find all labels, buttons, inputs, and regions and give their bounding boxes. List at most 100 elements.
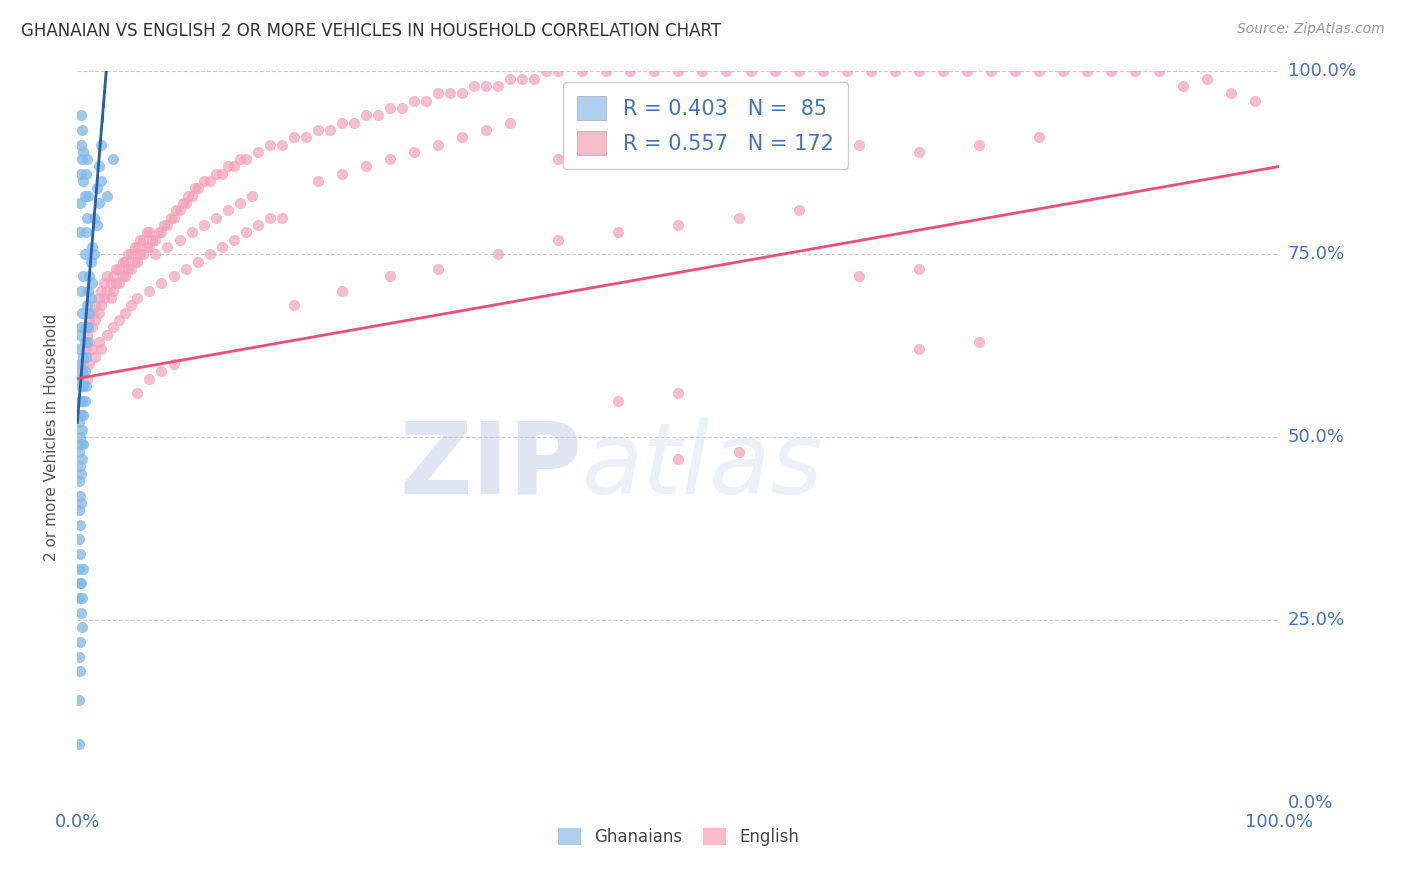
Point [70, 379, 93, 393]
Point [451, 87, 474, 101]
Point [86, 218, 108, 232]
Point [70, 467, 93, 481]
Point [547, 152, 569, 166]
Point [120, 261, 142, 276]
Point [138, 240, 160, 254]
Point [120, 247, 142, 261]
Point [727, 152, 749, 166]
Point [90, 284, 112, 298]
Point [117, 261, 139, 276]
Point [76, 298, 98, 312]
Point [72, 357, 94, 371]
Point [193, 218, 215, 232]
Point [141, 233, 163, 247]
Point [73, 364, 96, 378]
Point [523, 71, 546, 86]
Point [162, 269, 184, 284]
Point [270, 211, 292, 225]
Point [67, 649, 90, 664]
Point [1028, 130, 1050, 145]
Point [69, 430, 91, 444]
Point [235, 152, 257, 166]
Point [668, 64, 690, 78]
Point [108, 313, 131, 327]
Point [643, 64, 665, 78]
Text: ZIP: ZIP [399, 417, 582, 515]
Point [184, 181, 207, 195]
Point [174, 261, 197, 276]
Point [499, 71, 522, 86]
Point [150, 277, 173, 291]
Point [84, 350, 107, 364]
Point [307, 123, 329, 137]
Point [607, 225, 630, 239]
Point [67, 474, 90, 488]
Point [72, 174, 94, 188]
Point [70, 393, 93, 408]
Point [77, 284, 100, 298]
Point [180, 225, 202, 239]
Point [967, 334, 990, 349]
Point [103, 269, 125, 284]
Point [499, 115, 522, 129]
Point [70, 306, 93, 320]
Point [198, 247, 221, 261]
Point [87, 291, 110, 305]
Point [240, 188, 263, 202]
Point [72, 379, 94, 393]
Point [727, 444, 749, 458]
Point [79, 269, 101, 284]
Point [1004, 64, 1026, 78]
Point [510, 71, 533, 86]
Point [70, 137, 93, 152]
Point [607, 393, 630, 408]
Point [93, 277, 115, 291]
Point [83, 211, 105, 225]
Point [571, 64, 593, 78]
Point [80, 240, 103, 254]
Point [96, 327, 118, 342]
Point [127, 386, 149, 401]
Point [186, 254, 209, 268]
Point [1173, 78, 1195, 93]
Point [86, 181, 108, 195]
Point [70, 320, 93, 334]
Point [111, 254, 134, 268]
Point [79, 357, 101, 371]
Point [475, 123, 498, 137]
Point [1076, 64, 1098, 78]
Point [150, 364, 173, 378]
Point [716, 64, 738, 78]
Point [80, 320, 103, 334]
Point [204, 211, 226, 225]
Point [75, 320, 97, 334]
Point [932, 64, 955, 78]
Point [463, 78, 485, 93]
Point [117, 247, 139, 261]
Point [193, 174, 215, 188]
Point [76, 211, 98, 225]
Point [439, 87, 461, 101]
Point [72, 350, 94, 364]
Point [84, 313, 107, 327]
Point [75, 167, 97, 181]
Text: 100.0%: 100.0% [1288, 62, 1355, 80]
Point [222, 160, 245, 174]
Point [127, 240, 149, 254]
Point [283, 298, 305, 312]
Point [80, 277, 103, 291]
Point [72, 562, 94, 576]
Point [103, 284, 125, 298]
Point [90, 343, 112, 357]
Point [787, 64, 810, 78]
Point [70, 364, 93, 378]
Point [100, 277, 122, 291]
Point [427, 261, 450, 276]
Point [908, 145, 931, 159]
Point [259, 211, 281, 225]
Point [330, 167, 353, 181]
Point [967, 137, 990, 152]
Point [160, 211, 183, 225]
Point [228, 152, 250, 166]
Point [69, 576, 91, 591]
